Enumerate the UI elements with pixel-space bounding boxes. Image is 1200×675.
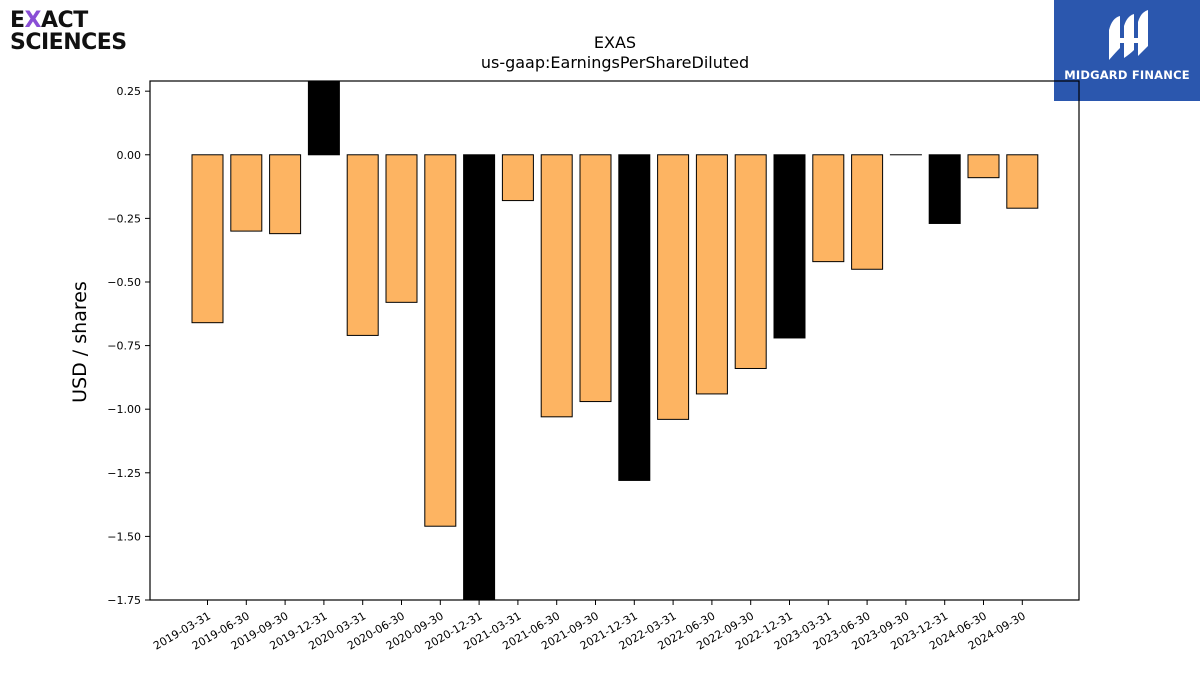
plot-frame (149, 80, 1080, 601)
y-tick-label: −1.25 (107, 467, 141, 480)
midgard-logo-text: MIDGARD FINANCE (1064, 68, 1190, 82)
bar-2019-09-30 (269, 154, 302, 235)
bar-2022-06-30 (695, 154, 728, 395)
chart-subtitle: us-gaap:EarningsPerShareDiluted (481, 53, 749, 72)
bar-2022-12-31 (773, 154, 806, 339)
y-tick-label: −0.75 (107, 340, 141, 353)
y-tick-label: 0.25 (117, 85, 142, 98)
bar-2024-09-30 (1006, 154, 1039, 209)
y-tick-label: −0.50 (107, 276, 141, 289)
y-axis-label: USD / shares (69, 281, 91, 403)
bar-2021-09-30 (579, 154, 612, 403)
bar-2022-09-30 (734, 154, 767, 369)
logo-word-exact: EXACT (10, 8, 88, 33)
bar-2021-06-30 (540, 154, 573, 418)
y-tick-label: −1.75 (107, 594, 141, 607)
bar-2020-12-31 (463, 154, 496, 600)
midgard-logo-mark (1054, 0, 1200, 101)
logo-word-sciences: SCIENCES (10, 30, 127, 55)
bar-2019-12-31 (307, 81, 340, 156)
bar-2020-03-31 (346, 154, 379, 336)
bar-2023-12-31 (928, 154, 961, 224)
bar-2019-06-30 (230, 154, 263, 232)
bar-2024-06-30 (967, 154, 1000, 179)
y-tick-label: −1.50 (107, 530, 141, 543)
y-tick-label: −1.00 (107, 403, 141, 416)
bar-2023-03-31 (812, 154, 845, 263)
bar-2023-06-30 (851, 154, 884, 270)
bar-2021-12-31 (618, 154, 651, 481)
bar-2019-03-31 (191, 154, 224, 324)
bar-2020-09-30 (424, 154, 457, 527)
chart-title: EXAS (594, 33, 636, 52)
y-tick-label: −0.25 (107, 212, 141, 225)
y-tick-label: 0.00 (117, 149, 142, 162)
bar-2022-03-31 (657, 154, 690, 420)
bar-2020-06-30 (385, 154, 418, 303)
midgard-finance-logo: MIDGARD FINANCE (1054, 0, 1200, 101)
bar-2021-03-31 (501, 154, 534, 202)
exact-sciences-logo: EXACT SCIENCES (10, 8, 140, 56)
